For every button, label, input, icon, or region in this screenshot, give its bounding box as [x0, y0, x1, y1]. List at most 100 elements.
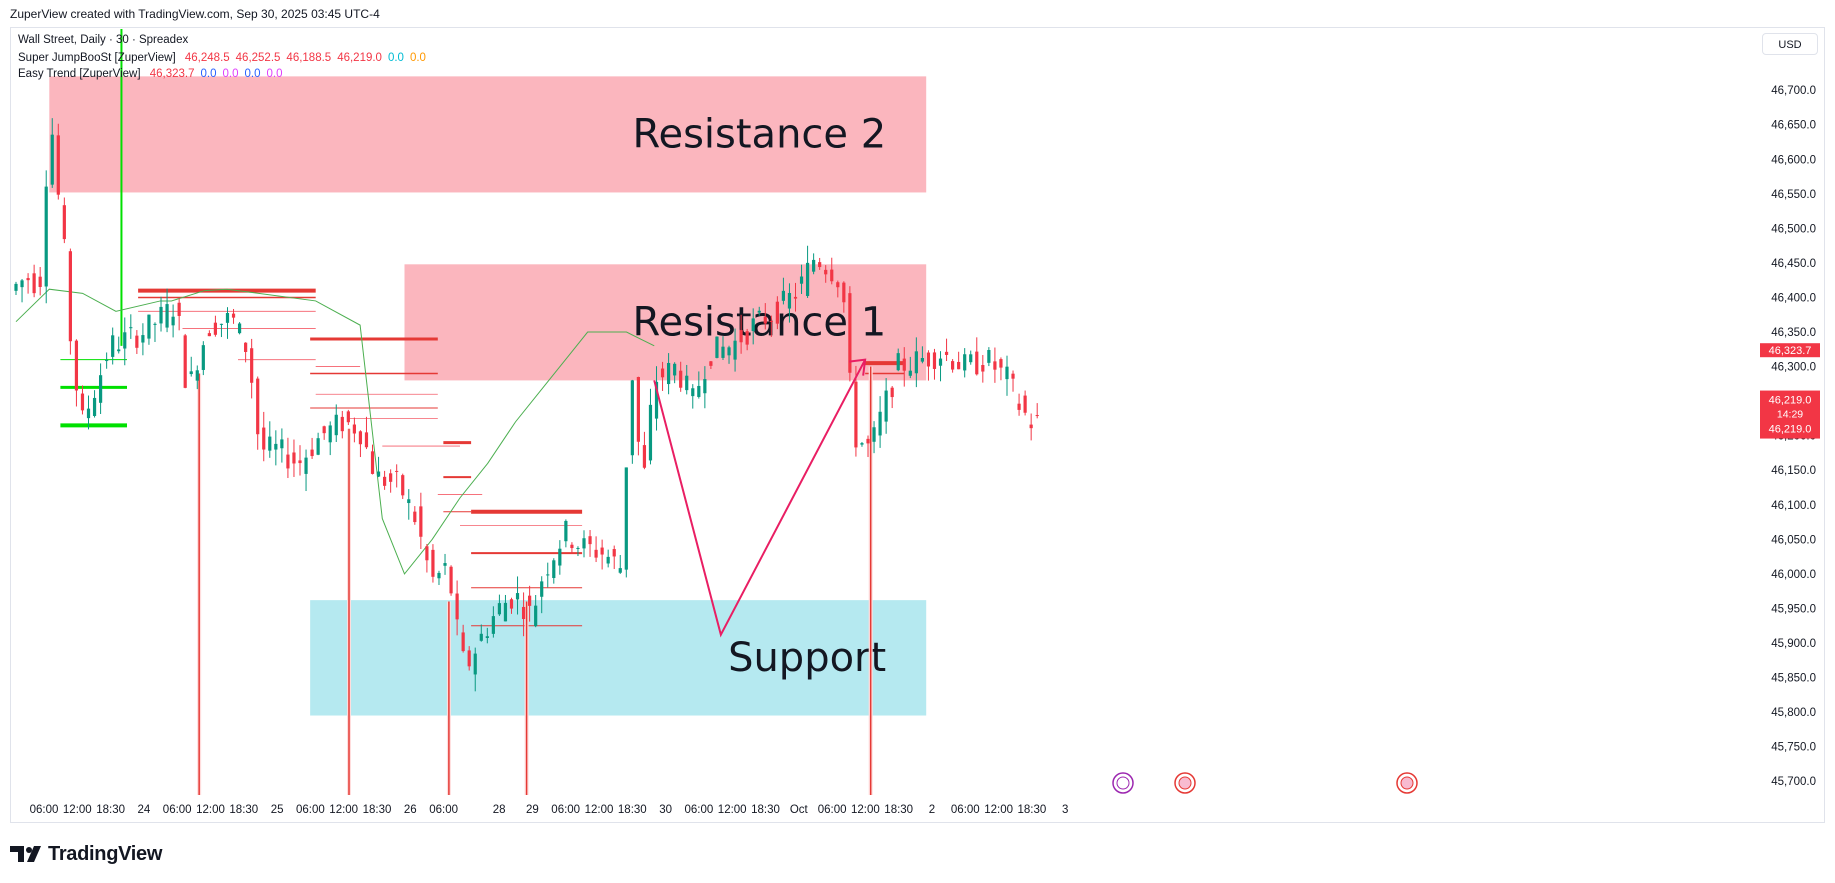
y-tick-label: 45,950.0	[1771, 603, 1816, 615]
x-tick-label: 18:30	[229, 804, 258, 816]
candle-body	[745, 331, 749, 345]
candle-body	[872, 427, 876, 442]
x-tick-label: 12:00	[585, 804, 614, 816]
zone-resistance-2	[49, 76, 927, 193]
candle-body	[793, 296, 798, 299]
candle-body	[890, 387, 894, 398]
candle-body	[860, 443, 864, 445]
candle-body	[38, 276, 42, 287]
candle-body	[141, 335, 145, 343]
price-label-easy-trend: 46,323.7	[1769, 345, 1812, 357]
candle-body	[123, 332, 127, 349]
candle-body	[969, 354, 973, 363]
candle-body	[455, 593, 459, 620]
candle-body	[787, 292, 792, 309]
candles-layer	[14, 118, 1039, 692]
candle-body	[528, 595, 532, 606]
chart-frame[interactable]	[10, 27, 1825, 823]
tradingview-logo[interactable]: TradingView	[10, 841, 162, 867]
candle-body	[534, 605, 538, 627]
candle-body	[473, 653, 477, 675]
legend-indicator-1[interactable]: Super JumpBooSt [ZuperView] 46,248.5 46,2…	[18, 52, 438, 64]
candle-body	[733, 340, 737, 360]
candle-body	[812, 259, 816, 272]
candle-body	[352, 424, 356, 434]
candle-body	[86, 408, 91, 419]
candle-body	[407, 499, 411, 504]
candle-body	[135, 335, 139, 348]
candle-body	[612, 549, 616, 557]
indicator-value: 46,219.0	[337, 52, 382, 64]
candle-body	[111, 335, 115, 357]
candle-body	[292, 452, 296, 464]
candle-body	[268, 436, 272, 451]
x-tick-label: Oct	[790, 804, 809, 816]
candle-body	[902, 358, 906, 371]
y-tick-label: 46,350.0	[1771, 327, 1816, 339]
candle-body	[884, 390, 888, 422]
y-tick-label: 46,300.0	[1771, 362, 1816, 374]
candle-body	[467, 650, 471, 667]
x-tick-label: 3	[1062, 804, 1068, 816]
candle-body	[703, 379, 707, 394]
candle-body	[117, 349, 121, 352]
y-tick-label: 46,400.0	[1771, 292, 1816, 304]
candle-body	[914, 351, 918, 374]
candle-body	[50, 134, 54, 185]
tradingview-logo-text: TradingView	[48, 842, 163, 865]
candle-body	[799, 276, 804, 284]
candle-body	[546, 574, 550, 576]
projection-path	[653, 359, 867, 638]
candle-body	[105, 360, 109, 362]
currency-button[interactable]: USD	[1762, 33, 1818, 55]
x-tick-label: 18:30	[1018, 804, 1047, 816]
candle-body	[721, 346, 725, 358]
candle-body	[600, 547, 604, 555]
x-tick-label: 2	[929, 804, 935, 816]
candle-body	[963, 354, 967, 371]
candle-body	[376, 471, 381, 477]
candle-body	[449, 566, 453, 594]
indicator-value: 46,252.5	[235, 52, 281, 64]
candle-body	[195, 370, 199, 381]
candle-body	[74, 340, 79, 391]
y-tick-label: 46,000.0	[1771, 569, 1816, 581]
y-tick-label: 46,500.0	[1771, 223, 1816, 235]
candle-body	[213, 322, 218, 335]
x-tick-label: 06:00	[163, 804, 192, 816]
x-tick-label: 12:00	[196, 804, 225, 816]
x-tick-label: 12:00	[63, 804, 92, 816]
candle-body	[727, 347, 731, 356]
legend-indicator-2[interactable]: Easy Trend [ZuperView] 46,323.7 0.0 0.0 0.0…	[18, 68, 294, 80]
candle-body	[497, 603, 502, 615]
candle-body	[419, 506, 423, 537]
candle-body	[624, 467, 628, 570]
zone-support	[310, 600, 927, 716]
candle-body	[552, 560, 556, 579]
candle-body	[878, 411, 882, 436]
candle-body	[582, 538, 586, 549]
price-label-super-jumpboost: 46,219.0	[1769, 424, 1812, 436]
indicator-2-name: Easy Trend [ZuperView]	[18, 68, 141, 80]
candle-body	[660, 368, 665, 378]
indicator-value: 0.0	[244, 68, 261, 80]
indicator-value: 0.0	[222, 68, 239, 80]
x-tick-label: 30	[659, 804, 672, 816]
indicator-value: 46,323.7	[149, 68, 195, 80]
candle-body	[515, 593, 520, 600]
candle-body	[262, 427, 266, 450]
indicator-value: 0.0	[409, 52, 426, 64]
x-axis: 06:00 12:00 18:30 24 06:00 12:00 18:30 25 06:00 1…	[30, 804, 1069, 816]
candle-body	[189, 371, 193, 375]
indicator-value: 0.0	[266, 68, 283, 80]
candle-body	[667, 362, 671, 385]
y-tick-label: 46,150.0	[1771, 465, 1816, 477]
candle-body	[159, 306, 163, 324]
candle-body	[648, 404, 653, 461]
y-tick-label: 45,900.0	[1771, 638, 1816, 650]
candle-body	[274, 443, 278, 450]
candle-body	[848, 293, 852, 373]
candle-body	[540, 581, 544, 597]
event-icon-inner	[1178, 776, 1192, 790]
